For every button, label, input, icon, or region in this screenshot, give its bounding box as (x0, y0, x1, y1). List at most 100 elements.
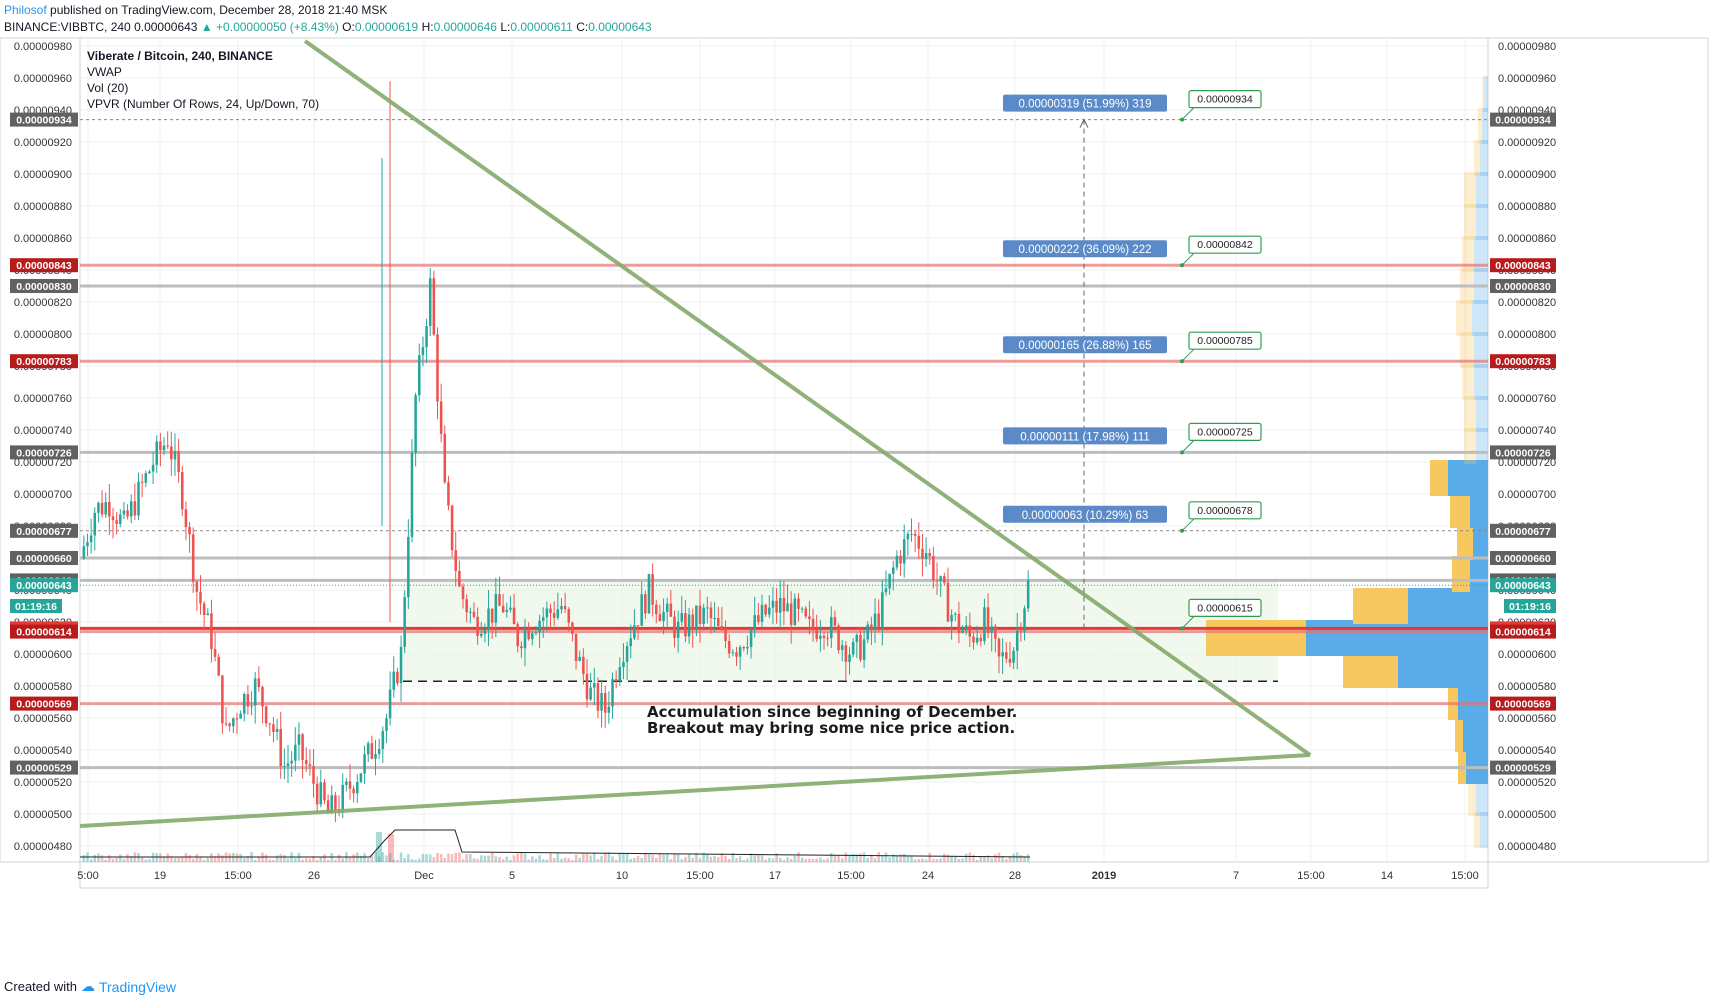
candle-body (1023, 608, 1026, 632)
volume-bar (447, 853, 450, 862)
candle-body (819, 635, 822, 639)
volume-bar (461, 859, 465, 862)
volume-profile-down (1450, 492, 1470, 528)
high-label: H: (421, 20, 434, 34)
candle-body (323, 782, 326, 801)
volume-bar (129, 856, 133, 862)
volume-bar (731, 852, 735, 862)
candle-body (111, 516, 115, 521)
candle-body (629, 638, 633, 647)
volume-profile-down (1462, 364, 1474, 400)
volume-profile-up (1463, 716, 1488, 752)
candle-body (658, 614, 662, 622)
candle-body (676, 621, 680, 638)
candle-body (691, 614, 695, 631)
candle-body (425, 326, 428, 348)
candle-body (159, 441, 162, 451)
volume-bar (334, 859, 337, 862)
level-tag-right: 0.00000643 (1495, 580, 1551, 592)
price-chart[interactable]: 0.00000980 0.00000980 0.00000960 0.00000960… (0, 0, 1713, 975)
author-link[interactable]: Philosof (4, 3, 47, 17)
legend-line-1: VWAP (87, 65, 122, 79)
candle-body (1012, 650, 1015, 663)
price-tag-bg (1188, 331, 1262, 350)
candle-body (126, 510, 129, 517)
measure-arrow-icon (1079, 118, 1089, 128)
volume-bar (651, 854, 654, 862)
volume-profile-up (1473, 524, 1488, 560)
tag-anchor (1180, 117, 1184, 122)
volume-bar (148, 859, 151, 862)
candle-body (549, 608, 552, 614)
volume-bar (268, 859, 272, 862)
candle-body (968, 625, 972, 637)
volume-profile-down (1468, 780, 1476, 816)
volume-bar (341, 858, 344, 862)
volume-bar (217, 853, 221, 862)
tradingview-brand[interactable]: TradingView (98, 978, 177, 995)
candle-body (487, 608, 490, 630)
volume-bar (607, 852, 611, 862)
level-tag-right: 0.00000529 (1495, 763, 1551, 775)
candle-body (224, 723, 228, 725)
candle-body (902, 539, 906, 564)
y-tick-left: 0.00000900 (14, 169, 72, 181)
candle-body (899, 555, 902, 564)
volume-bar (724, 855, 727, 862)
level-tag-right-bg (1490, 445, 1556, 460)
volume-bar (82, 854, 86, 862)
volume-bar (950, 856, 953, 862)
y-tick-left: 0.00000740 (14, 425, 72, 437)
y-tick-right: 0.00000720 (1498, 457, 1556, 469)
level-tag-right: 0.00000614 (1495, 627, 1551, 639)
volume-bar (501, 859, 505, 862)
volume-bar (213, 856, 217, 862)
volume-bar (104, 859, 107, 862)
x-tick: 26 (308, 870, 320, 882)
candle-body (490, 608, 494, 623)
price-change: +0.00000050 (+8.43%) (216, 20, 339, 34)
volume-bar (764, 859, 767, 862)
volume-bar (166, 853, 169, 862)
trendline-ascending (79, 753, 1311, 828)
target-label: 0.00000111 (17.98%) 111 (1020, 431, 1150, 443)
y-tick-right: 0.00000480 (1498, 841, 1556, 853)
volume-bar (702, 852, 705, 862)
candle-body (822, 635, 826, 638)
volume-bar (312, 855, 315, 862)
candle-body (304, 759, 308, 765)
target-label-bg (1003, 427, 1167, 445)
candle-body (290, 760, 293, 764)
volume-bar (173, 858, 177, 862)
volume-bar (458, 852, 461, 862)
candle-body (483, 629, 487, 634)
y-tick-left: 0.00000800 (14, 329, 72, 341)
volume-bar (574, 854, 578, 862)
level-tag-right: 0.00000677 (1495, 526, 1551, 538)
level-tag-left: 0.00000830 (16, 281, 72, 293)
volume-bar (414, 859, 417, 862)
candle-body (917, 535, 921, 549)
volume-bar (768, 857, 771, 862)
candle-body (396, 671, 399, 684)
footer: Created with ☁ TradingView (4, 978, 176, 995)
volume-bar (264, 854, 268, 862)
tag-anchor (1180, 528, 1184, 533)
y-tick-left: 0.00000880 (14, 201, 72, 213)
candle-body (625, 646, 629, 662)
volume-bar (902, 853, 906, 862)
x-tick: 15:00 (1297, 870, 1325, 882)
volume-ma-line (80, 829, 1031, 858)
volume-bar (680, 858, 684, 862)
y-tick-left: 0.00000860 (14, 233, 72, 245)
candle-body (173, 451, 177, 460)
candle-body (684, 613, 687, 637)
candle-body (199, 591, 202, 604)
volume-bar (742, 859, 746, 862)
candle-body (301, 734, 304, 760)
candle-body (709, 607, 713, 619)
candle-body (844, 645, 848, 662)
volume-bar (388, 853, 392, 862)
candle-body (567, 609, 571, 623)
candle-body (851, 642, 855, 655)
